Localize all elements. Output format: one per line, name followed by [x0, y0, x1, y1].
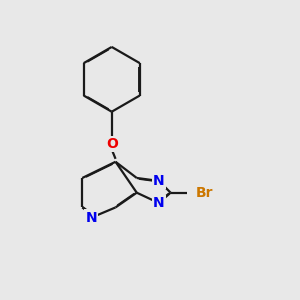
- Text: N: N: [85, 211, 97, 225]
- Text: N: N: [153, 174, 165, 188]
- Text: Br: Br: [196, 186, 213, 200]
- Text: O: O: [106, 137, 118, 151]
- Text: N: N: [153, 196, 165, 210]
